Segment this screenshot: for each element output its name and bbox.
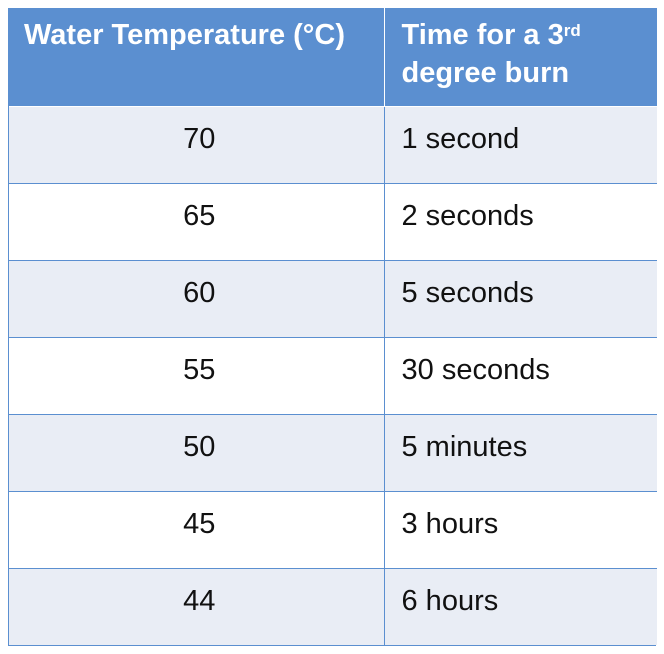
temperature-cell: 70 — [9, 105, 385, 183]
table-body: 70 1 second 65 2 seconds 60 5 seconds 55… — [9, 105, 657, 645]
table-row: 55 30 seconds — [9, 336, 657, 415]
header-time-prefix: Time for a 3 — [401, 19, 564, 51]
table-row: 60 5 seconds — [9, 259, 657, 337]
time-cell: 5 minutes — [384, 413, 657, 491]
table-row: 70 1 second — [9, 105, 657, 183]
table-row: 45 3 hours — [9, 490, 657, 569]
header-time-for-burn: Time for a 3rd degree burn — [384, 8, 657, 106]
temperature-cell: 50 — [9, 413, 385, 491]
header-time-superscript: rd — [563, 21, 581, 40]
temperature-cell: 65 — [9, 182, 385, 261]
time-cell: 2 seconds — [384, 182, 657, 261]
burn-time-table: Water Temperature (°C) Time for a 3rd deg… — [9, 8, 657, 645]
table-header: Water Temperature (°C) Time for a 3rd deg… — [9, 8, 657, 106]
time-cell: 6 hours — [384, 567, 657, 645]
table-row: 50 5 minutes — [9, 413, 657, 491]
temperature-cell: 55 — [9, 336, 385, 415]
temperature-cell: 60 — [9, 259, 385, 337]
table-row: 65 2 seconds — [9, 182, 657, 261]
burn-time-table-container: Water Temperature (°C) Time for a 3rd deg… — [8, 8, 657, 646]
header-time-suffix: degree burn — [401, 57, 570, 89]
time-cell: 1 second — [384, 105, 657, 183]
time-cell: 30 seconds — [384, 336, 657, 415]
temperature-cell: 44 — [9, 567, 385, 645]
header-row: Water Temperature (°C) Time for a 3rd deg… — [9, 8, 657, 106]
time-cell: 3 hours — [384, 490, 657, 569]
header-water-temperature: Water Temperature (°C) — [9, 8, 385, 106]
temperature-cell: 45 — [9, 490, 385, 569]
table-row: 44 6 hours — [9, 567, 657, 645]
time-cell: 5 seconds — [384, 259, 657, 337]
table-frame: Water Temperature (°C) Time for a 3rd deg… — [8, 8, 657, 646]
